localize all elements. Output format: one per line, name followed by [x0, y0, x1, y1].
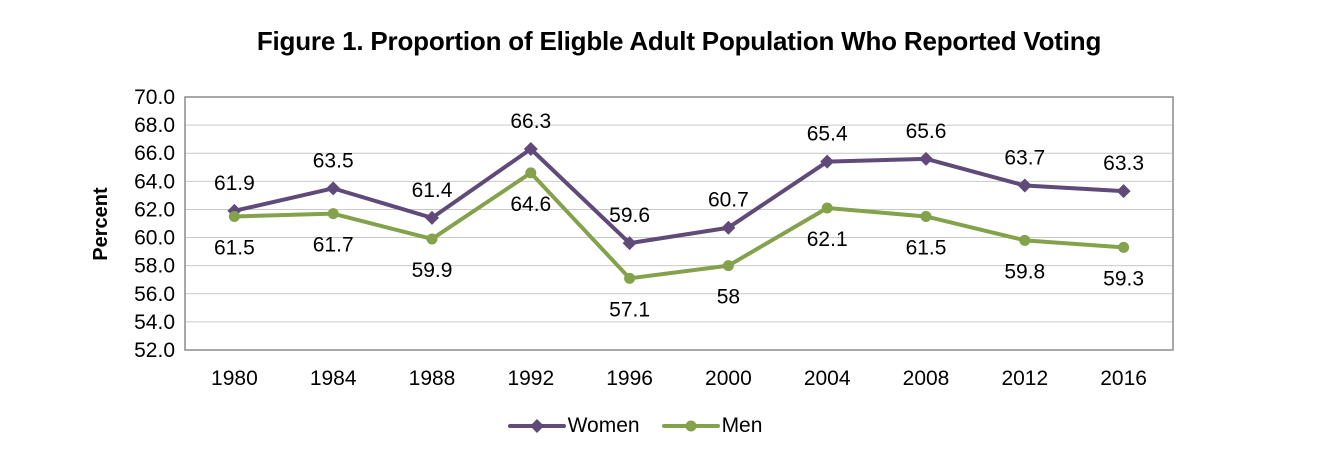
svg-text:62.1: 62.1 [807, 228, 848, 251]
svg-text:58: 58 [717, 286, 740, 309]
svg-text:61.4: 61.4 [412, 179, 453, 202]
legend-item-women: Women [507, 414, 640, 438]
svg-text:65.6: 65.6 [906, 120, 947, 143]
svg-text:63.5: 63.5 [313, 149, 354, 172]
svg-text:63.7: 63.7 [1004, 147, 1045, 170]
legend-item-men: Men [661, 414, 763, 438]
chart-title: Figure 1. Proportion of Eligble Adult Po… [256, 26, 1102, 56]
legend-label-men: Men [721, 414, 763, 437]
svg-text:65.4: 65.4 [807, 123, 848, 146]
svg-text:66.0: 66.0 [134, 142, 175, 165]
svg-text:2008: 2008 [903, 367, 950, 390]
legend: Women Men [0, 414, 1270, 438]
men-series-swatch-icon [661, 420, 720, 432]
svg-text:61.5: 61.5 [906, 236, 947, 259]
svg-text:70.0: 70.0 [134, 86, 175, 109]
svg-text:54.0: 54.0 [134, 311, 175, 334]
svg-text:1984: 1984 [310, 367, 357, 390]
svg-text:60.0: 60.0 [134, 227, 175, 250]
svg-text:1992: 1992 [507, 367, 554, 390]
svg-text:59.9: 59.9 [412, 259, 453, 282]
svg-text:61.9: 61.9 [214, 172, 255, 195]
svg-text:2000: 2000 [705, 367, 752, 390]
svg-text:61.5: 61.5 [214, 236, 255, 259]
svg-text:59.8: 59.8 [1004, 260, 1045, 283]
svg-text:63.3: 63.3 [1103, 152, 1144, 175]
svg-text:1980: 1980 [211, 367, 258, 390]
svg-text:2004: 2004 [804, 367, 851, 390]
svg-text:56.0: 56.0 [134, 283, 175, 306]
svg-text:59.6: 59.6 [609, 204, 650, 227]
svg-text:1996: 1996 [606, 367, 653, 390]
svg-text:66.3: 66.3 [510, 110, 551, 133]
svg-text:59.3: 59.3 [1103, 267, 1144, 290]
svg-text:68.0: 68.0 [134, 114, 175, 137]
svg-text:60.7: 60.7 [708, 189, 749, 212]
svg-text:61.7: 61.7 [313, 234, 354, 257]
svg-text:64.6: 64.6 [510, 193, 551, 216]
svg-text:62.0: 62.0 [134, 198, 175, 221]
svg-text:2016: 2016 [1100, 367, 1147, 390]
svg-text:1988: 1988 [409, 367, 456, 390]
women-series-swatch-icon [507, 419, 566, 433]
svg-text:2012: 2012 [1001, 367, 1048, 390]
svg-text:64.0: 64.0 [134, 170, 175, 193]
legend-label-women: Women [567, 414, 640, 437]
svg-text:52.0: 52.0 [134, 339, 175, 362]
svg-text:57.1: 57.1 [609, 298, 650, 321]
svg-text:58.0: 58.0 [134, 255, 175, 278]
